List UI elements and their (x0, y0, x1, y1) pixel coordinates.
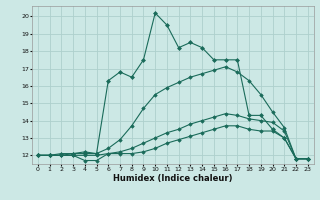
X-axis label: Humidex (Indice chaleur): Humidex (Indice chaleur) (113, 174, 233, 183)
